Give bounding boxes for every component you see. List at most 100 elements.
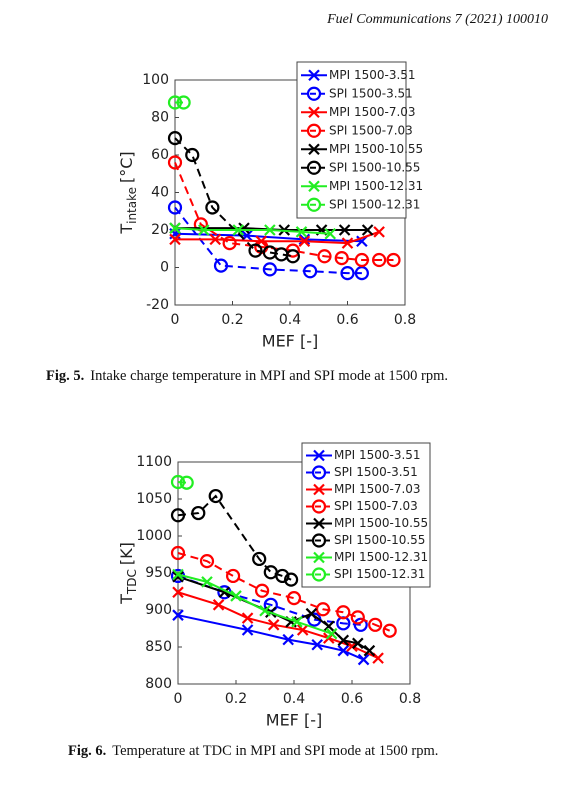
marker	[352, 637, 364, 650]
marker	[311, 533, 327, 548]
caption: Fig. 5. Intake charge temperature in MPI …	[46, 368, 448, 385]
marker-stroke	[259, 604, 271, 617]
legend-label: SPI 1500-12.31	[334, 567, 425, 581]
marker	[252, 551, 267, 567]
marker	[167, 155, 183, 170]
x-tick-label: 0.4	[283, 691, 305, 707]
marker	[311, 499, 327, 514]
marker	[176, 95, 191, 110]
marker	[337, 644, 350, 657]
marker-stroke	[232, 224, 245, 236]
marker	[209, 233, 222, 246]
legend-label: SPI 1500-7.03	[334, 499, 418, 513]
marker	[317, 249, 332, 264]
marker-stroke	[361, 224, 374, 236]
marker	[306, 160, 322, 175]
marker	[386, 252, 401, 268]
marker	[170, 545, 186, 561]
marker-stroke	[341, 237, 354, 249]
marker	[213, 258, 229, 273]
series-line	[174, 227, 331, 235]
caption: Fig. 6. Temperature at TDC in MPI and SPI…	[68, 743, 438, 760]
legend-label: MPI 1500-12.31	[329, 179, 423, 193]
x-tick-label: 0.6	[341, 691, 363, 707]
marker	[311, 639, 323, 651]
marker-stroke	[169, 233, 181, 246]
legend-label: SPI 1500-7.03	[329, 123, 413, 137]
marker	[340, 266, 355, 281]
marker	[357, 653, 370, 666]
caption-label: Fig. 5.	[46, 368, 85, 384]
marker-stroke	[305, 607, 318, 620]
marker	[197, 224, 210, 236]
caption-label: Fig. 6.	[68, 743, 107, 759]
legend-label: MPI 1500-7.03	[329, 105, 416, 119]
marker-stroke	[313, 551, 325, 564]
marker-stroke	[356, 235, 368, 248]
y-tick-label: 40	[151, 185, 169, 201]
marker	[313, 517, 325, 530]
marker	[167, 95, 183, 110]
marker	[275, 568, 290, 584]
x-tick-label: 0.6	[336, 312, 358, 328]
legend-label: MPI 1500-10.55	[329, 142, 423, 156]
y-axis-label: Tintake [°C]	[117, 151, 139, 234]
marker-stroke	[338, 224, 351, 236]
marker-stroke	[209, 233, 222, 246]
marker	[313, 449, 325, 462]
marker-stroke	[363, 644, 376, 657]
y-tick-label: 950	[145, 565, 172, 581]
y-tick-label: 1100	[136, 454, 172, 470]
marker-stroke	[337, 644, 350, 657]
marker-stroke	[172, 568, 184, 581]
marker	[191, 505, 206, 521]
marker	[308, 143, 320, 156]
marker	[315, 602, 331, 617]
y-tick-label: 850	[145, 639, 172, 655]
marker	[368, 617, 383, 632]
marker	[241, 612, 254, 624]
marker	[354, 266, 369, 281]
marker	[296, 624, 309, 636]
y-tick-label: 80	[151, 110, 169, 126]
marker	[185, 147, 200, 163]
marker	[311, 567, 327, 582]
series-line	[174, 206, 362, 275]
marker-stroke	[352, 637, 364, 650]
x-axis-label: MEF [-]	[262, 332, 318, 351]
y-tick-label: 20	[151, 222, 169, 238]
y-tick-label: 0	[160, 260, 169, 276]
marker	[201, 576, 213, 588]
caption-text: Temperature at TDC in MPI and SPI mode a…	[112, 743, 439, 759]
marker	[303, 264, 318, 279]
series-line	[177, 552, 391, 632]
marker-stroke	[313, 483, 325, 496]
marker-stroke	[311, 639, 323, 651]
marker-stroke	[295, 226, 308, 238]
marker-stroke	[313, 517, 325, 530]
marker	[325, 627, 338, 640]
marker	[255, 583, 270, 598]
marker-stroke	[324, 227, 337, 240]
marker	[324, 227, 337, 240]
marker	[382, 623, 397, 638]
legend-label: MPI 1500-3.51	[329, 68, 416, 82]
marker-stroke	[298, 233, 311, 246]
x-tick-label: 0.2	[225, 691, 247, 707]
marker	[295, 226, 308, 238]
marker	[361, 224, 374, 236]
journal-header: Fuel Communications 7 (2021) 100010	[327, 12, 548, 27]
x-tick-label: 0	[171, 312, 180, 328]
y-tick-label: 900	[145, 602, 172, 618]
marker-stroke	[264, 224, 276, 236]
marker-stroke	[197, 224, 210, 236]
marker	[170, 474, 186, 490]
legend-label: SPI 1500-10.55	[329, 160, 420, 174]
legend-label: MPI 1500-12.31	[334, 550, 428, 564]
marker-stroke	[298, 235, 311, 248]
marker	[298, 235, 311, 248]
marker-stroke	[373, 226, 385, 238]
marker	[356, 235, 368, 248]
y-label-unit: [°C]	[117, 151, 136, 183]
